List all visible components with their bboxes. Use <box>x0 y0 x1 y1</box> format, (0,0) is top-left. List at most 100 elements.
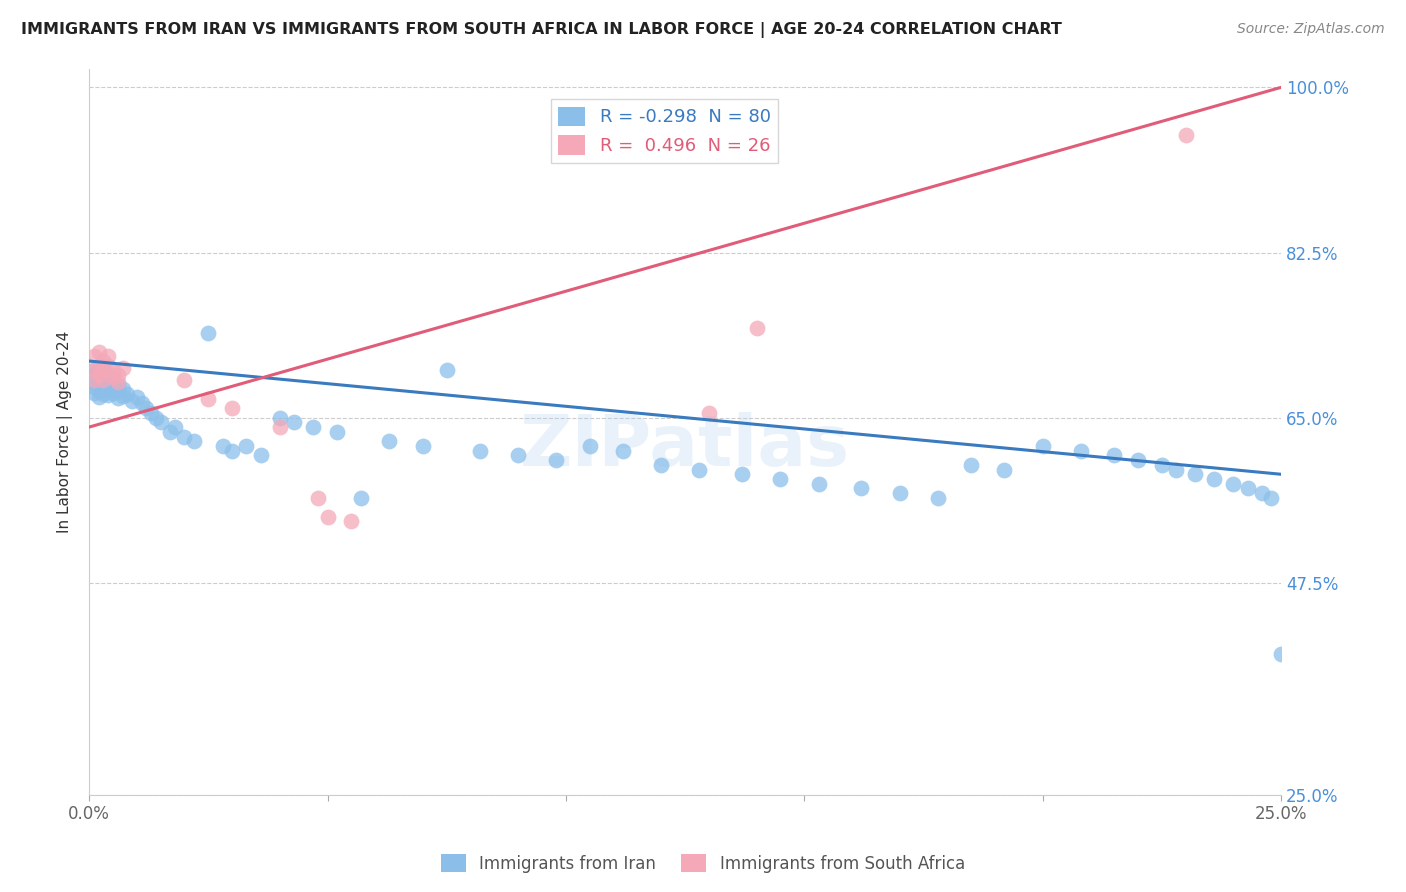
Point <box>1070 443 1092 458</box>
Point <box>145 410 167 425</box>
Text: IMMIGRANTS FROM IRAN VS IMMIGRANTS FROM SOUTH AFRICA IN LABOR FORCE | AGE 20-24 : IMMIGRANTS FROM IRAN VS IMMIGRANTS FROM … <box>21 22 1062 38</box>
Point <box>993 462 1015 476</box>
Point <box>927 491 949 505</box>
Point <box>111 382 134 396</box>
Point <box>159 425 181 439</box>
Point <box>412 439 434 453</box>
Point <box>111 389 134 403</box>
Point <box>851 482 873 496</box>
Point <box>107 384 129 399</box>
Point <box>163 420 186 434</box>
Point <box>87 365 110 379</box>
Point <box>269 410 291 425</box>
Point <box>183 434 205 449</box>
Point <box>83 363 105 377</box>
Point <box>1204 472 1226 486</box>
Point <box>807 476 830 491</box>
Point <box>1150 458 1173 472</box>
Point <box>1270 647 1292 661</box>
Point <box>97 349 120 363</box>
Point <box>107 377 129 392</box>
Point <box>221 401 243 416</box>
Point <box>283 415 305 429</box>
Point <box>93 372 115 386</box>
Point <box>125 390 148 404</box>
Point <box>508 449 530 463</box>
Point <box>688 462 710 476</box>
Legend: R = -0.298  N = 80, R =  0.496  N = 26: R = -0.298 N = 80, R = 0.496 N = 26 <box>551 99 778 162</box>
Point <box>235 439 257 453</box>
Point <box>93 365 115 379</box>
Point <box>731 467 754 482</box>
Point <box>117 387 139 401</box>
Point <box>83 386 105 401</box>
Point <box>101 379 124 393</box>
Point <box>436 363 458 377</box>
Point <box>249 449 271 463</box>
Point <box>101 373 124 387</box>
Point <box>83 375 105 389</box>
Point <box>1251 486 1274 500</box>
Point <box>87 376 110 391</box>
Point <box>87 359 110 373</box>
Point <box>87 390 110 404</box>
Point <box>87 384 110 399</box>
Point <box>139 406 162 420</box>
Point <box>93 363 115 377</box>
Point <box>111 360 134 375</box>
Point <box>269 420 291 434</box>
Point <box>211 439 233 453</box>
Point <box>578 439 600 453</box>
Point <box>97 381 120 395</box>
Point <box>1260 491 1282 505</box>
Point <box>87 368 110 383</box>
Point <box>83 363 105 377</box>
Point <box>97 375 120 389</box>
Legend: Immigrants from Iran, Immigrants from South Africa: Immigrants from Iran, Immigrants from So… <box>434 847 972 880</box>
Point <box>101 370 124 384</box>
Point <box>326 425 349 439</box>
Point <box>97 388 120 402</box>
Point <box>83 373 105 387</box>
Point <box>612 443 634 458</box>
Point <box>135 401 157 416</box>
Point <box>93 359 115 373</box>
Point <box>1222 476 1244 491</box>
Point <box>83 349 105 363</box>
Point <box>97 368 120 383</box>
Point <box>1164 462 1187 476</box>
Point <box>197 392 219 406</box>
Point <box>101 386 124 401</box>
Point <box>83 380 105 394</box>
Point <box>93 373 115 387</box>
Point <box>1126 453 1149 467</box>
Point <box>1236 482 1258 496</box>
Point <box>1174 128 1197 142</box>
Point <box>302 420 325 434</box>
Point <box>1184 467 1206 482</box>
Point <box>93 387 115 401</box>
Point <box>107 375 129 389</box>
Point <box>1032 439 1054 453</box>
Point <box>546 453 568 467</box>
Point <box>650 458 672 472</box>
Point <box>107 368 129 383</box>
Point <box>745 321 768 335</box>
Point <box>468 443 491 458</box>
Point <box>769 472 792 486</box>
Point <box>697 406 720 420</box>
Point <box>83 368 105 383</box>
Point <box>1102 449 1125 463</box>
Point <box>221 443 243 458</box>
Point <box>131 396 153 410</box>
Point <box>87 344 110 359</box>
Point <box>121 393 143 408</box>
Point <box>93 379 115 393</box>
Text: Source: ZipAtlas.com: Source: ZipAtlas.com <box>1237 22 1385 37</box>
Point <box>197 326 219 340</box>
Text: ZIPatlas: ZIPatlas <box>520 412 851 481</box>
Point <box>960 458 983 472</box>
Point <box>173 429 195 443</box>
Point <box>340 515 363 529</box>
Point <box>149 415 172 429</box>
